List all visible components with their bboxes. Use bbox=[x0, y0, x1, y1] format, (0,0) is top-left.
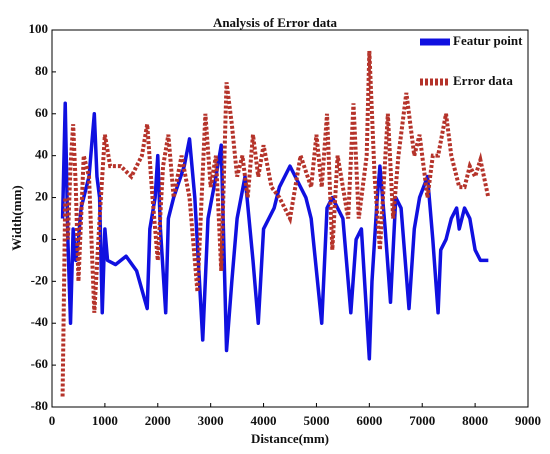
y-tick-label: 20 bbox=[35, 189, 48, 204]
series-line bbox=[60, 101, 489, 361]
series-line bbox=[60, 50, 491, 397]
legend-label: Featur point bbox=[453, 33, 523, 48]
x-tick-label: 9000 bbox=[515, 413, 541, 428]
x-tick-label: 1000 bbox=[92, 413, 118, 428]
y-tick-label: -80 bbox=[31, 398, 48, 413]
y-tick-label: 60 bbox=[35, 105, 48, 120]
x-tick-label: 3000 bbox=[198, 413, 224, 428]
chart-title: Analysis of Error data bbox=[213, 15, 338, 30]
x-tick-label: 0 bbox=[49, 413, 56, 428]
x-tick-label: 7000 bbox=[409, 413, 435, 428]
x-tick-label: 6000 bbox=[356, 413, 382, 428]
y-tick-label: 100 bbox=[29, 21, 49, 36]
legend-label: Error data bbox=[453, 73, 513, 88]
y-tick-label: -20 bbox=[31, 272, 48, 287]
x-tick-label: 4000 bbox=[251, 413, 277, 428]
plot-frame bbox=[51, 29, 529, 408]
x-tick-label: 2000 bbox=[145, 413, 171, 428]
y-tick-label: 0 bbox=[42, 230, 49, 245]
y-axis-label: Width(mm) bbox=[9, 185, 24, 250]
x-tick-label: 5000 bbox=[303, 413, 329, 428]
y-tick-label: -40 bbox=[31, 314, 48, 329]
y-tick-label: 40 bbox=[35, 147, 48, 162]
y-tick-label: -60 bbox=[31, 356, 48, 371]
x-tick-label: 8000 bbox=[462, 413, 488, 428]
x-axis-label: Distance(mm) bbox=[251, 431, 329, 446]
y-tick-label: 80 bbox=[35, 63, 48, 78]
